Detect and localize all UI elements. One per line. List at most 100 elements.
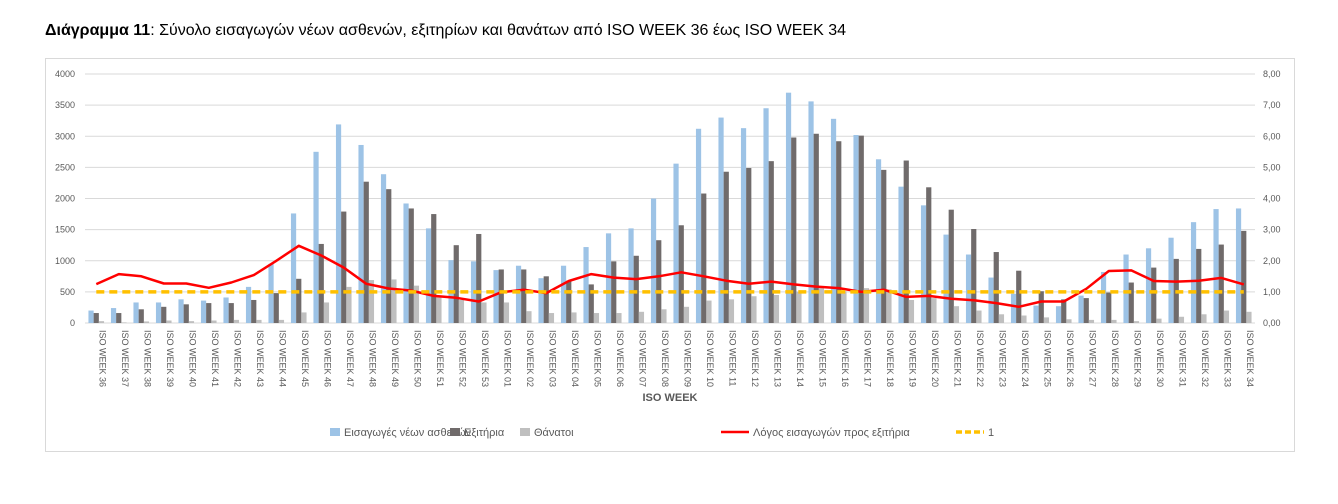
x-tick-label: ISO WEEK 06 — [615, 330, 625, 387]
bar-discharges — [611, 261, 617, 323]
bar-discharges — [791, 137, 797, 323]
legend-label: Εξιτήρια — [464, 427, 505, 439]
x-tick-label: ISO WEEK 11 — [727, 330, 737, 386]
bar-admissions — [493, 270, 499, 323]
x-tick-label: ISO WEEK 09 — [682, 330, 692, 387]
bar-discharges — [183, 304, 189, 323]
bar-discharges — [836, 141, 842, 323]
x-tick-label: ISO WEEK 46 — [322, 330, 332, 387]
bar-deaths — [796, 291, 802, 323]
bar-deaths — [1133, 321, 1140, 323]
bar-admissions — [403, 203, 409, 323]
bar-deaths — [638, 311, 645, 323]
bar-admissions — [358, 144, 364, 323]
x-tick-label: ISO WEEK 32 — [1200, 330, 1210, 387]
bar-admissions — [88, 310, 94, 323]
bar-admissions — [830, 118, 837, 323]
x-tick-label: ISO WEEK 04 — [570, 330, 580, 387]
bar-deaths — [1043, 317, 1050, 323]
x-tick-label: ISO WEEK 45 — [300, 330, 310, 387]
x-tick-label: ISO WEEK 12 — [750, 330, 760, 387]
y-tick-label: 1500 — [55, 225, 75, 235]
bar-deaths — [571, 312, 577, 323]
bar-discharges — [881, 169, 887, 323]
bar-deaths — [436, 296, 442, 323]
bar-discharges — [948, 209, 954, 323]
x-tick-label: ISO WEEK 33 — [1222, 330, 1232, 387]
bar-admissions — [605, 233, 612, 323]
bar-discharges — [363, 181, 369, 323]
bar-admissions — [943, 234, 949, 323]
chart-title-text: : Σύνολο εισαγωγών νέων ασθενών, εξιτηρί… — [150, 22, 847, 39]
ratio-line — [95, 244, 1245, 309]
bar-discharges — [1083, 298, 1089, 323]
bar-admissions — [875, 159, 882, 323]
bar-discharges — [971, 229, 977, 323]
bar-discharges — [116, 313, 122, 323]
bar-deaths — [188, 321, 195, 323]
bar-deaths — [728, 299, 735, 323]
bar-discharges — [746, 167, 752, 323]
bar-admissions — [110, 308, 117, 323]
x-tick-label: ISO WEEK 03 — [547, 330, 557, 387]
bar-deaths — [706, 300, 712, 323]
bar-discharges — [1061, 299, 1067, 323]
bar-admissions — [380, 174, 387, 323]
bar-deaths — [143, 321, 150, 323]
x-tick-label: ISO WEEK 19 — [907, 330, 917, 387]
bar-deaths — [368, 280, 375, 323]
bar-discharges — [588, 284, 594, 323]
bar-discharges — [453, 245, 459, 323]
bar-admissions — [988, 277, 994, 323]
x-tick-label: ISO WEEK 47 — [345, 330, 355, 387]
bar-deaths — [391, 279, 397, 323]
bar-deaths — [526, 311, 532, 323]
bar-admissions — [673, 163, 679, 323]
legend-label: Θάνατοι — [534, 427, 574, 439]
y2-tick-label: 4,00 — [1263, 194, 1281, 204]
bar-admissions — [718, 117, 724, 323]
x-tick-label: ISO WEEK 15 — [817, 330, 827, 387]
bar-admissions — [1033, 305, 1039, 323]
bar-admissions — [785, 92, 792, 323]
x-tick-label: ISO WEEK 53 — [480, 330, 490, 387]
x-tick-label: ISO WEEK 42 — [232, 330, 242, 387]
bar-admissions — [245, 286, 252, 323]
bar-discharges — [498, 269, 504, 323]
bar-admissions — [853, 135, 859, 323]
bar-deaths — [1246, 311, 1252, 323]
bar-deaths — [1201, 314, 1207, 323]
bar-deaths — [1021, 315, 1027, 323]
bar-deaths — [953, 306, 960, 323]
bar-discharges — [1196, 248, 1202, 323]
y2-tick-label: 7,00 — [1263, 100, 1281, 110]
bar-admissions — [200, 300, 207, 323]
bar-deaths — [751, 296, 757, 323]
bar-admissions — [695, 128, 702, 323]
x-tick-label: ISO WEEK 31 — [1177, 330, 1187, 387]
x-tick-label: ISO WEEK 23 — [997, 330, 1007, 387]
bar-discharges — [476, 233, 482, 323]
legend-label: 1 — [988, 427, 994, 439]
y2-tick-label: 1,00 — [1263, 287, 1281, 297]
bar-discharges — [318, 243, 324, 323]
bar-admissions — [178, 299, 184, 323]
x-tick-label: ISO WEEK 43 — [255, 330, 265, 387]
x-tick-label: ISO WEEK 22 — [975, 330, 985, 387]
bar-deaths — [998, 314, 1005, 323]
bar-discharges — [813, 133, 819, 323]
bar-admissions — [628, 228, 634, 323]
bar-admissions — [155, 302, 162, 323]
bar-deaths — [683, 306, 690, 323]
bar-discharges — [1151, 267, 1157, 323]
bar-admissions — [335, 124, 342, 323]
bar-deaths — [1066, 319, 1072, 323]
bar-discharges — [656, 240, 662, 323]
bar-deaths — [413, 285, 420, 323]
bar-admissions — [425, 228, 432, 323]
x-tick-label: ISO WEEK 14 — [795, 330, 805, 387]
legend-swatch — [450, 428, 460, 436]
x-tick-label: ISO WEEK 24 — [1020, 330, 1030, 387]
y-tick-label: 2500 — [55, 162, 75, 172]
y-tick-label: 4000 — [55, 69, 75, 79]
